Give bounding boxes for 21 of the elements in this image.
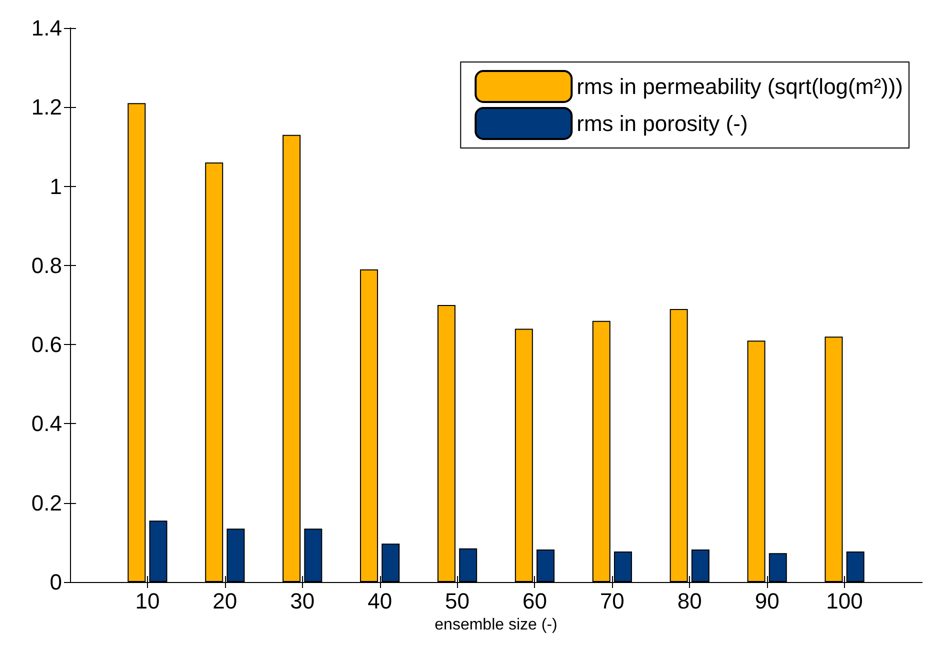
y-tick-label: 1 bbox=[50, 174, 62, 199]
x-tick-label: 60 bbox=[522, 588, 547, 614]
x-tick-label: 100 bbox=[826, 588, 863, 614]
legend-label: rms in porosity (-) bbox=[576, 111, 748, 136]
y-tick-label: 0.6 bbox=[31, 332, 62, 358]
y-tick-label: 0.4 bbox=[31, 411, 62, 436]
y-tick-label: 0.8 bbox=[31, 252, 62, 278]
x-tick-label: 20 bbox=[212, 588, 238, 614]
y-tick-label: 0 bbox=[50, 570, 62, 594]
y-tick-label: 1.4 bbox=[31, 16, 62, 40]
y-tick-label: 0.2 bbox=[31, 490, 62, 516]
y-tick-label: 1.2 bbox=[31, 94, 62, 120]
x-tick-label: 70 bbox=[600, 588, 624, 614]
x-axis-title: ensemble size (-) bbox=[434, 616, 558, 634]
legend-label: rms in permeability (sqrt(log(m²))) bbox=[576, 74, 903, 99]
x-tick-label: 80 bbox=[677, 588, 702, 614]
x-tick-label: 10 bbox=[135, 588, 160, 614]
x-tick-label: 40 bbox=[368, 588, 392, 614]
x-tick-label: 90 bbox=[754, 588, 780, 614]
x-tick-label: 50 bbox=[445, 588, 470, 614]
x-tick-label: 30 bbox=[290, 588, 315, 614]
